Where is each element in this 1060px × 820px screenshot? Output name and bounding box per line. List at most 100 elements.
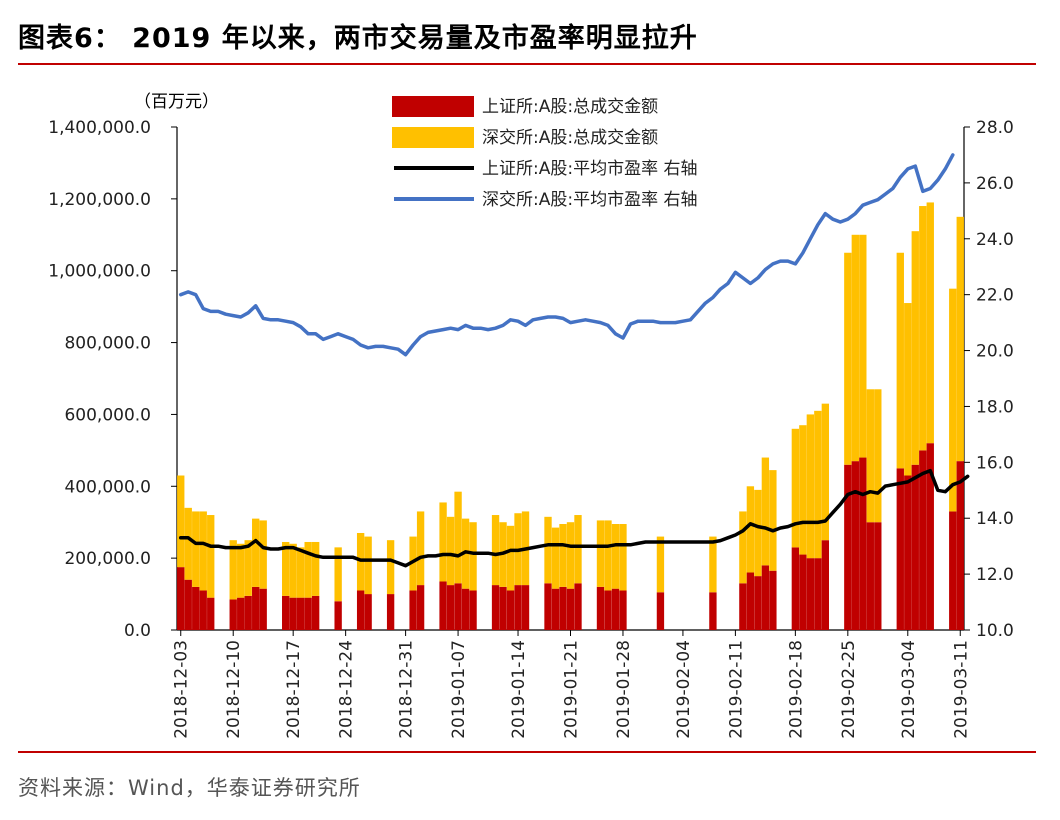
bar-sh-volume (409, 590, 417, 630)
x-tick-label: 2018-12-10 (224, 640, 244, 739)
bar-sh-volume (566, 588, 575, 630)
left-tick-label: 1,000,000.0 (48, 262, 151, 282)
bar-sh-volume (904, 475, 912, 630)
bar-sz-volume (761, 457, 770, 566)
bar-sh-volume (866, 522, 874, 630)
bar-sh-volume (851, 461, 859, 630)
chart: 0.0 200,000.0 400,000.0 600,000.0 800,000.0 1… (48, 92, 1014, 739)
bar-sz-volume (296, 547, 305, 598)
bar-sz-volume (177, 475, 185, 568)
right-tick-label: 14.0 (976, 509, 1014, 529)
bar-sz-volume (334, 547, 342, 602)
bar-sz-volume (282, 541, 290, 596)
footer-divider (18, 751, 1036, 753)
bar-sh-volume (746, 572, 755, 630)
bar-sz-volume (604, 520, 612, 591)
x-tick-label: 2019-03-04 (899, 640, 919, 739)
bar-sh-volume (769, 570, 777, 630)
bar-sh-volume (911, 464, 919, 630)
bar-sh-volume (709, 592, 717, 630)
bar-sz-volume (574, 515, 582, 584)
bar-sh-volume (574, 583, 582, 630)
x-tick-label: 2019-02-18 (786, 640, 806, 739)
bar-sz-volume (506, 525, 515, 591)
bar-sh-volume (252, 586, 260, 630)
bar-sz-volume (289, 543, 297, 598)
bar-sz-volume (814, 410, 822, 559)
bar-sh-volume (619, 590, 627, 630)
bar-sh-volume (926, 443, 934, 630)
bar-sz-volume (866, 389, 874, 523)
bar-sh-volume (791, 547, 800, 630)
bar-sz-volume (656, 536, 665, 593)
bar-sh-volume (469, 590, 477, 630)
x-tick-label: 2018-12-03 (172, 640, 192, 739)
bar-sz-volume (821, 403, 830, 541)
bar-sh-volume (364, 594, 372, 630)
bar-sh-volume (859, 457, 867, 630)
title-divider (18, 63, 1036, 65)
bar-sh-volume (229, 599, 237, 630)
bar-sh-volume (559, 586, 567, 630)
right-tick-label: 20.0 (976, 342, 1014, 362)
x-tick-label: 2018-12-17 (284, 640, 304, 739)
x-tick-label: 2019-03-11 (951, 640, 971, 739)
bar-sh-volume (656, 592, 665, 630)
right-tick-label: 24.0 (976, 230, 1014, 250)
bar-sh-volume (949, 511, 957, 630)
legend-label: 深交所:A股:平均市盈率 右轴 (482, 190, 698, 210)
bar-sh-volume (416, 585, 425, 630)
x-tick-label: 2019-02-25 (839, 640, 859, 739)
legend-label: 上证所:A股:平均市盈率 右轴 (482, 159, 698, 179)
legend-label: 上证所:A股:总成交金额 (482, 97, 658, 117)
bar-sz-volume (559, 524, 567, 587)
bar-sh-volume (499, 586, 507, 630)
right-tick-label: 28.0 (976, 118, 1014, 138)
x-tick-label: 2019-01-07 (449, 640, 469, 739)
source-note: 资料来源：Wind，华泰证券研究所 (18, 776, 361, 800)
bar-sh-volume (199, 590, 207, 630)
right-tick-label: 16.0 (976, 453, 1014, 473)
line-sz-pe (178, 153, 955, 357)
bar-sh-volume (491, 585, 500, 630)
bar-sz-volume (851, 234, 859, 462)
bar-sz-volume (956, 216, 964, 462)
bar-sh-volume (919, 450, 927, 630)
bar-sh-volume (844, 464, 852, 630)
bar-sh-volume (177, 567, 185, 630)
right-tick-label: 22.0 (976, 286, 1014, 306)
bar-sz-volume (859, 234, 867, 458)
bar-sh-volume (821, 540, 830, 630)
bar-sh-volume (244, 595, 252, 630)
x-tick-label: 2019-02-11 (726, 640, 746, 739)
bar-sh-volume (192, 586, 200, 630)
bar-sz-volume (409, 536, 417, 591)
bar-sh-volume (761, 565, 770, 630)
bar-sz-volume (791, 428, 800, 548)
bar-sh-volume (956, 461, 964, 630)
right-tick-label: 18.0 (976, 397, 1014, 417)
bar-sz-volume (874, 389, 882, 523)
bar-sh-volume (506, 590, 515, 630)
left-tick-label: 600,000.0 (64, 405, 151, 425)
left-tick-label: 1,200,000.0 (48, 190, 151, 210)
bar-sh-volume (739, 583, 747, 630)
bar-sh-volume (311, 595, 320, 630)
bar-sz-volume (551, 527, 560, 589)
bar-sh-volume (799, 554, 807, 630)
bar-sz-volume (926, 202, 934, 444)
bar-sh-volume (207, 597, 215, 630)
bar-sh-volume (514, 585, 522, 630)
bar-sz-volume (207, 515, 215, 598)
bar-sh-volume (296, 597, 305, 630)
bar-sz-volume (709, 536, 717, 593)
bar-sh-volume (521, 585, 530, 630)
bar-sz-volume (754, 489, 762, 577)
bar-sh-volume (282, 595, 290, 630)
bar-sh-volume (304, 597, 312, 630)
bar-sz-volume (619, 524, 627, 591)
x-tick-label: 2018-12-31 (397, 640, 417, 739)
bar-sz-volume (192, 511, 200, 587)
bar-sh-volume (896, 468, 904, 630)
